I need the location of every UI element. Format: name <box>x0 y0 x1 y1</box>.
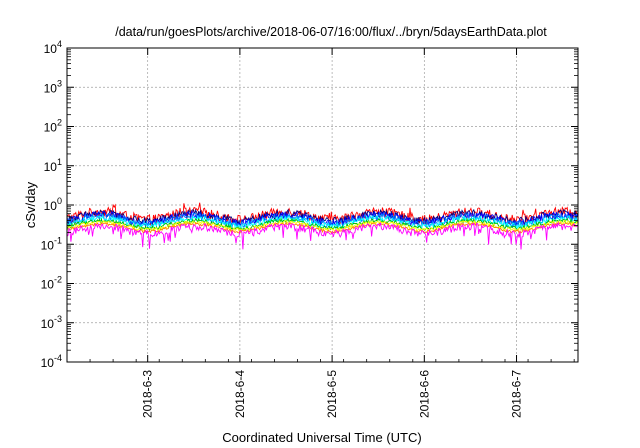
x-tick-label: 2018-6-3 <box>141 370 155 418</box>
y-tick-label: 10-2 <box>41 275 62 292</box>
x-tick-label: 2018-6-6 <box>417 370 431 418</box>
y-tick-label: 101 <box>44 157 62 174</box>
y-axis-ticks: 104 103 102 101 100 10-1 10-2 10-3 10-4 <box>41 39 578 370</box>
y-tick-label: 103 <box>44 78 62 95</box>
x-tick-label: 2018-6-5 <box>325 370 339 418</box>
y-tick-label: 10-4 <box>41 353 62 370</box>
series-line-8 <box>66 221 579 234</box>
series-line-9 <box>66 221 579 250</box>
series-group <box>66 202 579 250</box>
x-axis-label: Coordinated Universal Time (UTC) <box>222 430 421 445</box>
y-tick-label: 10-3 <box>41 314 62 331</box>
y-tick-label: 100 <box>44 196 62 213</box>
x-tick-label: 2018-6-7 <box>510 370 524 418</box>
y-tick-label: 102 <box>44 118 62 135</box>
series-line-6 <box>66 217 579 232</box>
x-axis-ticks: 2018-6-3 2018-6-4 2018-6-5 2018-6-6 2018-6-7 <box>66 48 575 418</box>
chart-title: /data/run/goesPlots/archive/2018-06-07/1… <box>115 25 547 39</box>
y-axis-label: cSv/day <box>23 181 38 228</box>
y-tick-label: 104 <box>44 39 62 56</box>
y-tick-label: 10-1 <box>41 235 62 252</box>
x-tick-label: 2018-6-4 <box>233 370 247 418</box>
grid <box>67 48 578 362</box>
